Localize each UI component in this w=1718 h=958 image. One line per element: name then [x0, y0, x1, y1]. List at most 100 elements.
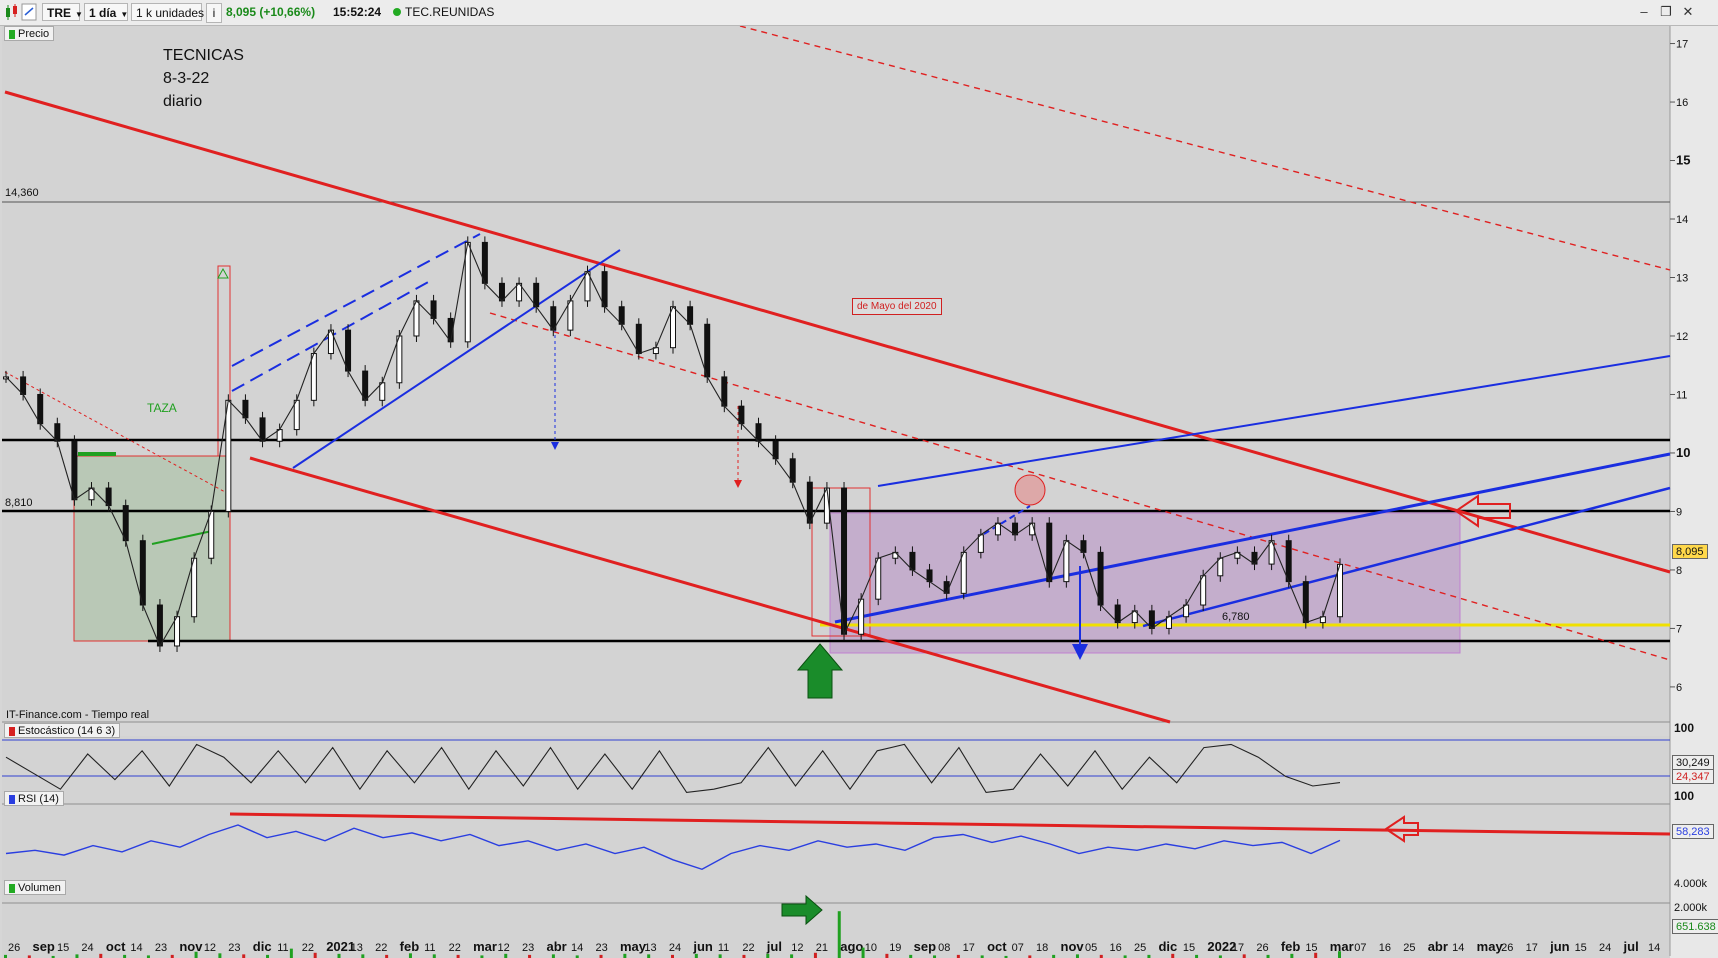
blue-channel-lower: [292, 249, 621, 469]
x-tick-label: 25: [1403, 942, 1415, 954]
candle-body: [858, 598, 865, 635]
volume-bar: [289, 948, 293, 958]
drop-box: [811, 487, 871, 637]
candle-body: [259, 417, 266, 442]
volume-bar: [242, 954, 246, 958]
x-tick-label: 18: [1036, 942, 1048, 954]
x-tick-label: 08: [938, 942, 950, 954]
volume-bar: [623, 953, 627, 958]
candle-body: [1285, 540, 1292, 583]
x-tick-label: dic: [1158, 939, 1177, 954]
quote-time: 15:52:24: [333, 5, 382, 19]
volume-bar: [694, 953, 698, 958]
blue-channel-upper-right: [877, 355, 1671, 487]
x-tick-label: 15: [1305, 942, 1317, 954]
x-tick-label: jul: [1623, 939, 1639, 954]
x-tick-label: 14: [130, 942, 142, 954]
volume-bar: [551, 954, 555, 958]
units-select[interactable]: 1 k unidades▼: [131, 3, 216, 21]
x-tick-label: 13: [351, 942, 363, 954]
x-tick-label: sep: [32, 939, 54, 954]
green-up-marker-icon: [217, 267, 229, 279]
minimize-icon[interactable]: –: [1640, 4, 1648, 19]
volume-bar: [790, 954, 794, 958]
volume-bar: [1314, 952, 1318, 958]
y-tick-labels: 17 16 15 14 13 12 11 10 9 8 7 6: [1670, 39, 1690, 694]
x-tick-label: 14: [1648, 942, 1660, 954]
volume-bar: [1171, 953, 1175, 958]
x-tick-label: 15: [1575, 942, 1587, 954]
volume-bar: [218, 953, 222, 958]
cup-pattern-box: [73, 455, 231, 642]
volume-bar: [337, 953, 341, 958]
rsi-trend-line: [229, 812, 1671, 836]
volume-bar: [813, 952, 817, 958]
candle-body: [755, 423, 762, 442]
candle-body: [481, 241, 488, 284]
x-tick-label: 14: [1452, 942, 1464, 954]
x-tick-label: 25: [1134, 942, 1146, 954]
volume-bar: [599, 954, 603, 958]
x-tick-label: 23: [155, 942, 167, 954]
volume-bars: [4, 911, 1341, 958]
level-label-high: 14,360: [5, 187, 39, 199]
volume-bar: [123, 954, 127, 958]
candle-body: [396, 335, 403, 384]
candle-body: [1200, 575, 1207, 606]
x-tick-label: 22: [375, 942, 387, 954]
volume-bar: [933, 955, 937, 958]
x-tick-label: 07: [1012, 942, 1024, 954]
volume-bar: [1123, 955, 1127, 958]
blue-flag-dashed: [983, 505, 1031, 535]
close-icon[interactable]: ✕: [1682, 4, 1694, 19]
volume-axis-2000k: 2.000k: [1674, 902, 1708, 914]
note-line: diario: [163, 93, 203, 110]
candle-body: [156, 604, 163, 647]
blue-channel-main: [834, 452, 1671, 624]
x-tick-label: 26: [8, 942, 20, 954]
volume-bar: [1099, 954, 1103, 958]
x-tick-label: nov: [179, 939, 203, 954]
x-tick-label: 24: [81, 942, 93, 954]
volume-bar: [1338, 951, 1341, 958]
candle-body: [310, 353, 317, 401]
x-tick-label: 23: [228, 942, 240, 954]
volume-bar: [1290, 953, 1294, 958]
volume-bar: [1242, 954, 1246, 958]
candlestick-icon[interactable]: [4, 3, 38, 21]
x-tick-label: jul: [766, 939, 782, 954]
volume-bar: [194, 951, 198, 958]
y-tick-label: 8: [1676, 565, 1682, 577]
volume-bar: [27, 955, 31, 958]
x-tick-label: 24: [669, 942, 681, 954]
candle-body: [1097, 551, 1104, 606]
candle-body: [498, 282, 505, 302]
x-tick-label: 10: [865, 942, 877, 954]
volume-bar: [718, 954, 722, 958]
info-icon[interactable]: i: [206, 3, 222, 23]
x-tick-label: 11: [277, 942, 288, 954]
x-tick-label: feb: [400, 939, 420, 954]
candle-body: [772, 440, 779, 460]
y-tick-label: 14: [1676, 214, 1688, 226]
x-tick-label: 22: [302, 942, 314, 954]
volume-bar: [480, 955, 484, 958]
candle-body: [687, 306, 694, 325]
stochastic-label: Estocástico (14 6 3): [4, 723, 121, 738]
candle-body: [191, 557, 198, 618]
volume-bar: [361, 954, 365, 958]
interval-select[interactable]: 1 día ▼: [84, 3, 128, 21]
rsi-axis-top: 100: [1674, 789, 1695, 803]
candle-body: [1046, 522, 1053, 583]
x-tick-label: dic: [253, 939, 272, 954]
symbol-select[interactable]: TRE ▼: [42, 3, 83, 21]
x-tick-label: jun: [1549, 939, 1570, 954]
source-label: IT-Finance.com - Tiempo real: [6, 709, 150, 721]
restore-icon[interactable]: ❐: [1660, 4, 1672, 19]
volume-bar: [313, 952, 317, 958]
candle-body: [362, 370, 369, 401]
candle-body: [1302, 581, 1309, 624]
candle-body: [960, 551, 967, 594]
candle-body: [738, 405, 745, 425]
